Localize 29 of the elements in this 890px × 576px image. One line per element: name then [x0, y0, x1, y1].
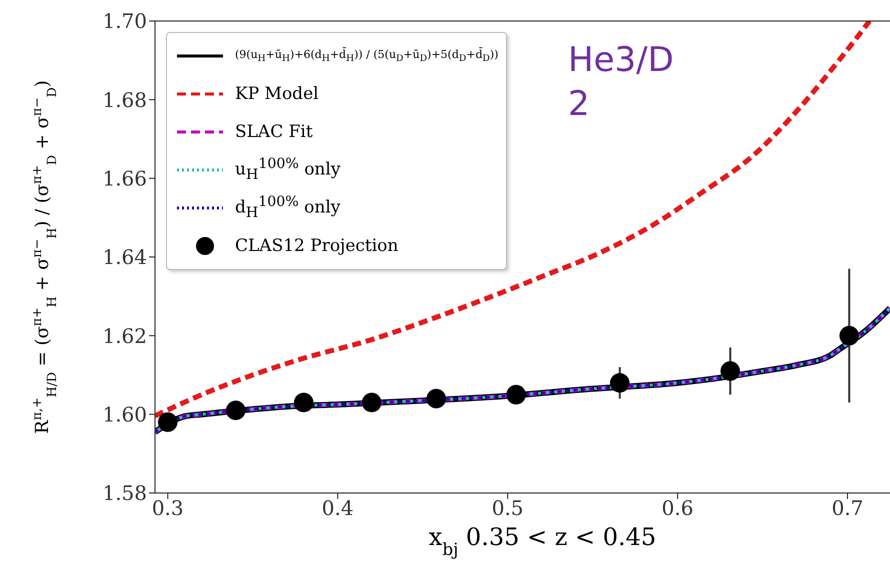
- legend-label: CLAS12 Projection: [235, 236, 398, 256]
- y-tick-label: 1.58: [102, 481, 147, 506]
- x-tick-label: 0.6: [662, 496, 694, 520]
- point: [226, 400, 246, 420]
- point: [839, 326, 859, 346]
- y-tick-label: 1.62: [102, 324, 147, 348]
- point: [294, 392, 314, 412]
- legend-label: SLAC Fit: [235, 122, 313, 142]
- y-tick-label: 1.60: [102, 402, 147, 426]
- x-tick-label: 0.3: [152, 496, 184, 520]
- legend-label: d$_{H}$$^{100%}$ only: [235, 194, 340, 222]
- y-tick-label: 1.68: [102, 88, 147, 112]
- legend-label: KP Model: [235, 84, 319, 104]
- x-tick-label: 0.4: [322, 496, 354, 520]
- y-tick-label: 1.66: [102, 166, 147, 190]
- annotation: He3/D 2: [568, 39, 675, 126]
- legend-label: u$_{H}$$^{100%}$ only: [235, 156, 340, 184]
- x-axis-title: x$_{bj}$ 0.35 < z < 0.45: [428, 523, 656, 559]
- text: (9(u$_{H}$+ū$_{H}$)+6(d$_{H}$+d̄$_{H}$)) / (5(u$_{D}$+ū$_{D}$)+5(d$_{D}$+d̄$_{D}$)): [235, 48, 498, 64]
- point: [362, 392, 382, 412]
- x-tick-label: 0.7: [832, 496, 864, 520]
- point: [158, 412, 178, 432]
- y-tick-label: 1.70: [102, 9, 147, 34]
- x-tick-label: 0.5: [492, 496, 524, 520]
- point: [610, 373, 630, 393]
- point: [426, 388, 446, 408]
- point: [506, 384, 526, 404]
- point: [720, 361, 740, 381]
- y-tick-label: 1.64: [102, 245, 147, 270]
